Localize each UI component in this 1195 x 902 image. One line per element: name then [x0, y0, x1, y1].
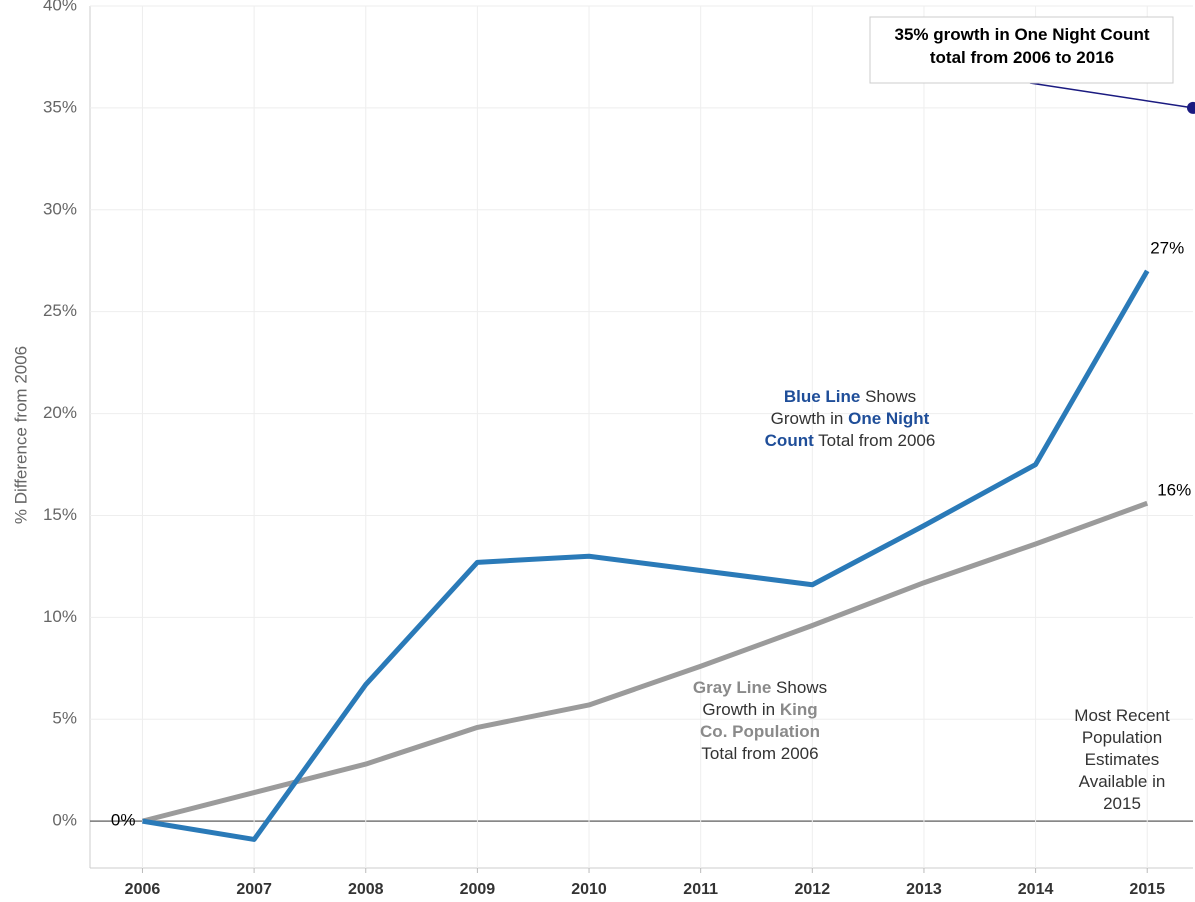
x-tick-label: 2015	[1129, 881, 1165, 898]
y-tick-label: 25%	[43, 301, 77, 320]
annotation-span: 2015	[1103, 794, 1141, 813]
data-label: 27%	[1150, 238, 1184, 257]
line	[142, 269, 1150, 842]
annotation-span: Available in	[1079, 772, 1166, 791]
x-tick-label: 2011	[683, 881, 718, 898]
y-tick-label: 5%	[52, 709, 77, 728]
line	[141, 500, 1149, 824]
annotation-text: Co. Population	[700, 722, 820, 741]
y-tick-label: 40%	[43, 0, 77, 14]
data-label: 16%	[1157, 481, 1191, 500]
y-tick-label: 15%	[43, 505, 77, 524]
annotation-span: Population	[1082, 728, 1162, 747]
annotation-text: Gray Line Shows	[693, 678, 827, 697]
annotation-span: Growth in	[771, 409, 848, 428]
annotation-span: Blue Line	[784, 387, 861, 406]
annotation-text: Growth in King	[702, 700, 817, 719]
annotation-text: 35% growth in One Night Count	[895, 25, 1150, 44]
x-tick-label: 2008	[348, 881, 384, 898]
annotation-text: 2015	[1103, 794, 1141, 813]
annotation-text: Count Total from 2006	[765, 431, 936, 450]
data-label: 0%	[111, 811, 136, 830]
annotation-span: Estimates	[1085, 750, 1160, 769]
x-tick-label: 2007	[236, 881, 272, 898]
x-tick-label: 2012	[795, 881, 831, 898]
annotation-span: Count	[765, 431, 814, 450]
annotation-span: Total from 2006	[701, 744, 818, 763]
y-tick-label: 20%	[43, 403, 77, 422]
annotation-text: Population	[1082, 728, 1162, 747]
annotation-span: Growth in	[702, 700, 779, 719]
y-axis-label: % Difference from 2006	[11, 346, 30, 524]
x-tick-label: 2014	[1018, 881, 1054, 898]
x-tick-label: 2013	[906, 881, 942, 898]
annotation-span: One Night	[848, 409, 930, 428]
annotation-span: Co. Population	[700, 722, 820, 741]
annotation-span: King	[780, 700, 818, 719]
annotation-span: Total from 2006	[814, 431, 936, 450]
annotation-span: Gray Line	[693, 678, 771, 697]
annotation-text: Most Recent	[1074, 706, 1170, 725]
annotation-text: Blue Line Shows	[784, 387, 916, 406]
annotation-span: 35% growth in One Night Count	[895, 25, 1150, 44]
x-tick-label: 2010	[571, 881, 607, 898]
callout-box	[869, 16, 1174, 84]
annotation-text: Available in	[1079, 772, 1166, 791]
y-tick-label: 30%	[43, 199, 77, 218]
annotation-span: total from 2006 to 2016	[930, 48, 1114, 67]
annotation-span: Shows	[771, 678, 827, 697]
y-tick-label: 35%	[43, 97, 77, 116]
annotation-text: Total from 2006	[701, 744, 818, 763]
annotation-text: Estimates	[1085, 750, 1160, 769]
annotation-text: total from 2006 to 2016	[930, 48, 1114, 67]
annotation-text: Growth in One Night	[771, 409, 930, 428]
callout-point	[1187, 101, 1195, 114]
annotation-span: Shows	[860, 387, 916, 406]
x-tick-label: 2006	[125, 881, 161, 898]
y-tick-label: 10%	[43, 607, 77, 626]
x-tick-label: 2009	[460, 881, 496, 898]
annotation-span: Most Recent	[1074, 706, 1170, 725]
callout-line	[1029, 82, 1194, 109]
y-tick-label: 0%	[52, 811, 77, 830]
